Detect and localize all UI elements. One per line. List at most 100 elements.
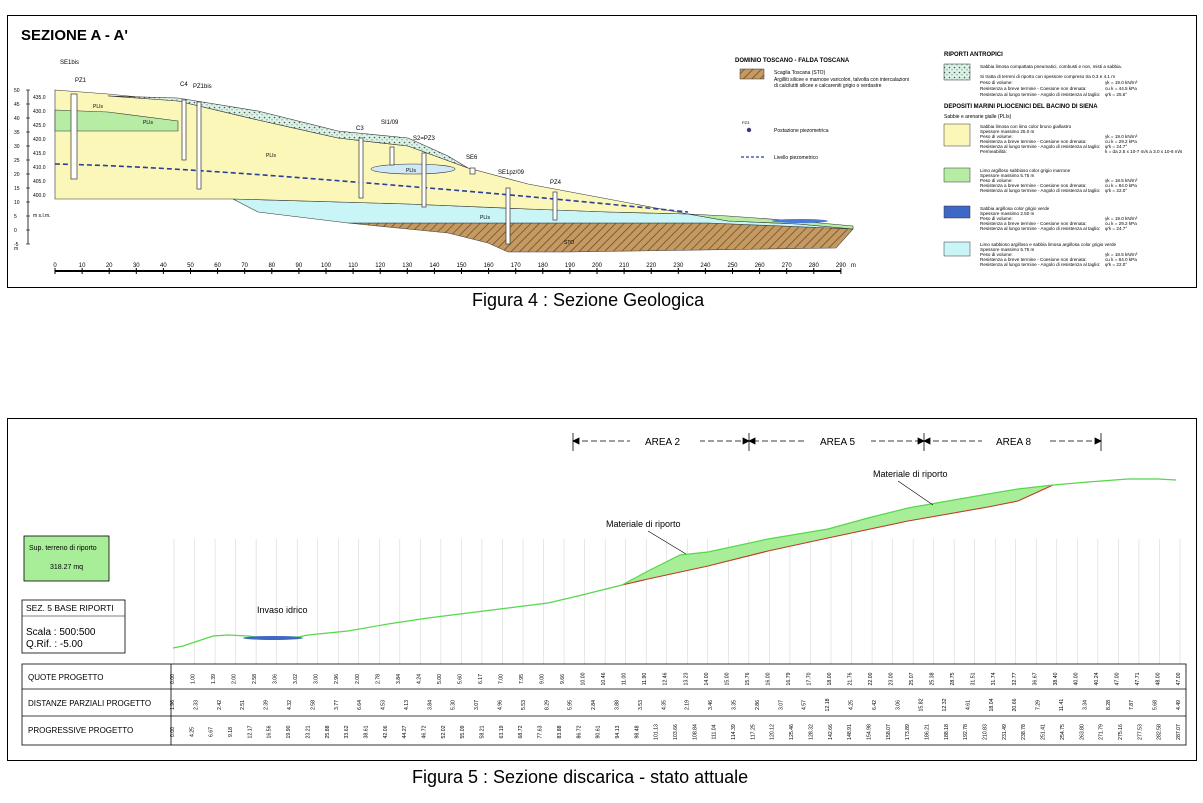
table-cell: 16.79 <box>786 672 792 685</box>
table-cell: 2.86 <box>755 700 761 710</box>
table-cell: 3.02 <box>293 674 299 684</box>
scala-label: Scala : 500:500 <box>26 627 96 638</box>
table-cell: 94.13 <box>615 725 621 738</box>
table-cell: 263.80 <box>1079 724 1085 740</box>
legend-text: Limo argilloso sabbioso color grigio mar… <box>980 168 1071 173</box>
table-cell: 2.39 <box>264 700 270 710</box>
table-cell: 4.49 <box>1176 700 1182 710</box>
table-cell: 17.70 <box>806 672 812 685</box>
table-cell: 142.66 <box>828 724 834 740</box>
table-cell: 42.06 <box>383 725 389 738</box>
table-cell: 1.39 <box>211 674 217 684</box>
table-cell: 40.24 <box>1094 672 1100 685</box>
table-cell: 98.48 <box>634 725 640 738</box>
table-cell: 108.84 <box>692 724 698 740</box>
legend-text: φ'k = 22.0° <box>1105 188 1127 193</box>
table-cell: 19.90 <box>286 725 292 738</box>
legend-text: φ'k = 24.7° <box>1105 144 1127 149</box>
y-tick-label: 20 <box>14 172 20 178</box>
area-label-bg <box>982 433 1048 449</box>
legend-text: φ'k = 25.6° <box>1105 92 1127 97</box>
figure4-caption: Figura 4 : Sezione Geologica <box>472 290 705 310</box>
x-tick-label: 120 <box>375 263 386 269</box>
table-cell: 3.46 <box>708 700 714 710</box>
table-cell: 12.17 <box>247 725 253 738</box>
table-cell: 8.29 <box>544 700 550 710</box>
unit-label: PLIs <box>266 153 277 159</box>
table-cell: 28.75 <box>950 672 956 685</box>
y-tick-label: 50 <box>14 88 20 94</box>
area-8-label: AREA 8 <box>996 437 1031 448</box>
x-tick-label: 180 <box>538 263 549 269</box>
table-cell: 3.77 <box>334 700 340 710</box>
borehole-pz4 <box>552 191 558 221</box>
legend-swatch-riporti <box>943 63 971 81</box>
legend-text: Peso di volume: <box>980 134 1013 139</box>
table-cell: 231.49 <box>1002 724 1008 740</box>
quote-values: 0.00 1.00 1.39 2.00 2.58 3.06 3.02 3.00 2.96 2.00… <box>170 672 1182 685</box>
elevation-tick-label: 425.0 <box>33 123 46 129</box>
legend-text: Peso di volume: <box>980 178 1013 183</box>
water-lens <box>772 219 828 223</box>
terrain-profile-green <box>172 478 1177 649</box>
legend-text: Sabbia limosa con limo color bruno giall… <box>980 124 1072 129</box>
table-cell: 271.79 <box>1099 724 1105 740</box>
table-cell: 2.19 <box>685 700 691 710</box>
elevation-tick-label: 430.0 <box>33 109 46 115</box>
table-cell: 23.00 <box>889 672 895 685</box>
table-cell: 7.87 <box>1129 700 1135 710</box>
y-tick-label: 5 <box>14 214 17 220</box>
x-tick-label: 190 <box>565 263 576 269</box>
y-tick-label: 25 <box>14 158 20 164</box>
sez-box <box>21 599 126 654</box>
label-se6: SE6 <box>466 155 478 161</box>
y-tick-label: -5 <box>14 242 19 248</box>
x-tick-label: 30 <box>133 263 140 269</box>
sup-label: Sup. terreno di riporto <box>29 545 97 552</box>
label-si1: SI1/09 <box>381 120 399 126</box>
label-pz1bis: PZ1bis <box>193 84 212 90</box>
table-cell: 120.12 <box>770 724 776 740</box>
table-cell: 2.58 <box>252 674 258 684</box>
table-cell: 210.83 <box>983 724 989 740</box>
y-tick-label: 45 <box>14 102 20 108</box>
table-cell: 12.46 <box>663 672 669 685</box>
legend-text: Resistenza a breve termine - Coesione no… <box>980 257 1086 262</box>
legend-title: DOMINIO TOSCANO - FALDA TOSCANA <box>735 58 850 64</box>
fill-material-area <box>622 485 1053 585</box>
table-cell: 1.00 <box>191 674 197 684</box>
geological-section-figure: SEZIONE A - A' 0 10 20 30 40 50 60 70 80 90 100 110… <box>7 15 1197 288</box>
table-cell: 40.00 <box>1073 672 1079 685</box>
legend-text: φ'k = 22.0° <box>1105 262 1127 267</box>
label-se1pz: SE1pz/09 <box>498 170 525 176</box>
table-cell: 33.62 <box>344 725 350 738</box>
y-tick-label: 35 <box>14 130 20 136</box>
row-label-progressive: PROGRESSIVE PROGETTO <box>28 726 133 735</box>
legend-text: Resistenza a breve termine - Coesione no… <box>980 221 1086 226</box>
legend-text: Resistenza a breve termine - Coesione no… <box>980 86 1086 91</box>
table-cell: 125.46 <box>789 724 795 740</box>
x-tick-label: 110 <box>348 263 358 269</box>
legend-text: Resistenza al lungo termine - Angolo di … <box>980 226 1100 231</box>
area-label-bg <box>630 433 700 449</box>
legend-text: Spessore massimo 2.50 m <box>980 211 1035 216</box>
x-tick-label: 100 <box>321 263 332 269</box>
legend-riporti: RIPORTI ANTROPICI Sabbia limosa compatta… <box>943 52 1183 267</box>
x-tick-label: 280 <box>809 263 820 269</box>
legend-text: Argilliti silicee e marnose varicolori, … <box>774 77 909 83</box>
x-tick-label: 270 <box>782 263 793 269</box>
x-tick-label: 40 <box>160 263 167 269</box>
table-cell: 32.77 <box>1012 672 1018 685</box>
table-cell: 15.82 <box>919 698 925 711</box>
table-cell: 3.84 <box>396 674 402 684</box>
y-axis: 50435.045430.040425.035420.030415.025410… <box>14 88 51 252</box>
distanze-values: 1.96 2.33 2.42 2.51 2.39 4.32 2.58 3.77 6.64 4.53… <box>170 698 1182 711</box>
table-cell: 38.61 <box>363 725 369 738</box>
legend-text: Postazione piezometrica <box>774 128 829 134</box>
table-cell: 3.84 <box>427 700 433 710</box>
legend-text: Peso di volume: <box>980 216 1013 221</box>
x-tick-label: 140 <box>429 263 440 269</box>
x-tick-label: 240 <box>700 263 711 269</box>
table-cell: 2.51 <box>240 700 246 710</box>
borehole-s2 <box>421 152 427 208</box>
